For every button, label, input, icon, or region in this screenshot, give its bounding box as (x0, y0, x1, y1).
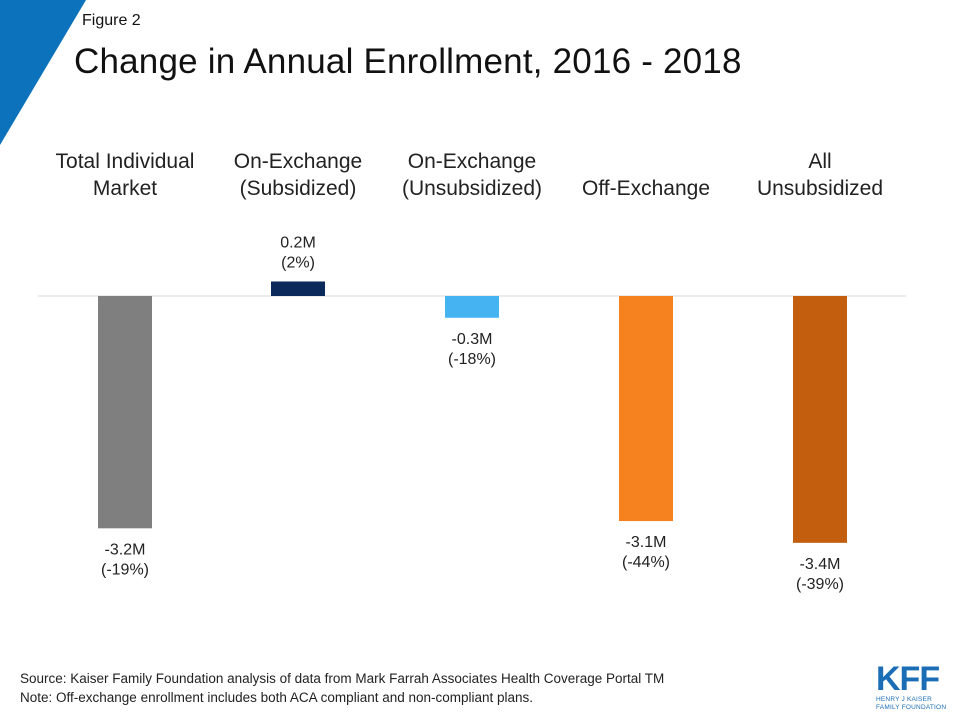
percent-label: (-19%) (101, 561, 149, 578)
chart-title: Change in Annual Enrollment, 2016 - 2018 (74, 42, 742, 81)
percent-label: (-18%) (448, 351, 496, 368)
note-text: Note: Off-exchange enrollment includes b… (20, 690, 534, 705)
category-label: Unsubsidized (757, 177, 883, 200)
category-label: (Unsubsidized) (402, 177, 542, 200)
value-label: -0.3M (452, 331, 493, 348)
value-label: -3.2M (105, 541, 146, 558)
category-label: Total Individual (56, 150, 195, 173)
bar (445, 296, 499, 318)
bar-chart: Total Individual Market -3.2M (-19%) On-Exch… (38, 150, 906, 593)
category-label: On-Exchange (234, 150, 362, 173)
category-label: (Subsidized) (240, 177, 357, 200)
bar (271, 281, 325, 296)
category-label: Off-Exchange (582, 177, 710, 200)
logo-line-2: FAMILY FOUNDATION (876, 704, 947, 711)
percent-label: (-39%) (796, 576, 844, 593)
figure-label: Figure 2 (82, 12, 141, 29)
bar (619, 296, 673, 522)
value-label: 0.2M (280, 234, 316, 251)
logo-line-1: HENRY J KAISER (876, 696, 933, 703)
kff-logo: KFF HENRY J KAISER FAMILY FOUNDATION (876, 662, 946, 712)
logo-mark: KFF (876, 660, 940, 698)
source-text: Source: Kaiser Family Foundation analysi… (20, 671, 665, 686)
source-notes: Source: Kaiser Family Foundation analysi… (20, 669, 664, 707)
value-label: -3.4M (800, 556, 841, 573)
percent-label: (-44%) (622, 554, 670, 571)
bar (793, 296, 847, 543)
category-label: All (808, 150, 831, 173)
percent-label: (2%) (281, 254, 315, 271)
category-label: Market (93, 177, 157, 200)
corner-accent (0, 0, 86, 145)
value-label: -3.1M (626, 534, 667, 551)
category-label: On-Exchange (408, 150, 536, 173)
bar (98, 296, 152, 529)
